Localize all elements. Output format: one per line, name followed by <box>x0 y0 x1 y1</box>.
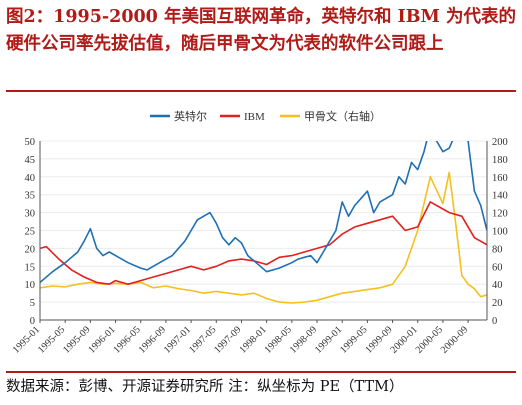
x-tick-label: 1997-09 <box>212 324 243 355</box>
y-tick-label-left: 10 <box>25 280 36 291</box>
y-tick-label-left: 40 <box>25 173 36 184</box>
legend-label: IBM <box>244 111 265 123</box>
y-tick-label-right: 160 <box>492 173 508 184</box>
x-tick-label: 1998-05 <box>263 324 294 355</box>
x-tick-label: 1997-01 <box>162 324 193 355</box>
series-line-1 <box>40 141 487 284</box>
x-tick-label: 1999-09 <box>363 324 394 355</box>
x-tick-label: 1996-09 <box>137 324 168 355</box>
footer-rule <box>6 371 516 373</box>
x-tick-label: 1997-05 <box>187 324 218 355</box>
y-tick-label-left: 45 <box>25 155 36 166</box>
y-tick-label-right: 100 <box>492 227 508 238</box>
x-tick-label: 1996-05 <box>111 324 142 355</box>
y-tick-label-left: 5 <box>30 298 35 309</box>
y-tick-label-right: 20 <box>492 298 503 309</box>
legend-label: 英特尔 <box>174 109 207 123</box>
x-tick-label: 2000-05 <box>414 324 445 355</box>
x-tick-label: 1999-05 <box>338 324 369 355</box>
y-tick-label-left: 20 <box>25 244 36 255</box>
y-tick-label-left: 35 <box>25 191 36 202</box>
y-tick-label-left: 50 <box>25 137 36 148</box>
gridlines <box>40 140 487 321</box>
y-tick-label-right: 180 <box>492 155 508 166</box>
x-tick-label: 1995-05 <box>36 324 67 355</box>
y-axis-left: 0 5 10 15 20 25 30 35 40 45 50 <box>25 137 36 327</box>
y-tick-label-left: 30 <box>25 209 36 220</box>
plot-area <box>39 141 488 321</box>
x-tick-label: 1999-01 <box>313 324 344 355</box>
y-tick-label-right: 120 <box>492 209 508 220</box>
x-tick-label: 2000-09 <box>439 324 470 355</box>
x-tick-label: 1998-01 <box>237 324 268 355</box>
x-tick-label: 1995-01 <box>11 324 42 355</box>
x-tick-label: 1998-09 <box>288 324 319 355</box>
title-rule <box>6 90 516 92</box>
series-line-2 <box>40 201 487 285</box>
source-note: 数据来源：彭博、开源证券研究所 注：纵坐标为 PE（TTM） <box>6 379 404 395</box>
y-tick-label-right: 60 <box>492 262 503 273</box>
y-tick-label-left: 25 <box>25 227 36 238</box>
y-tick-label-right: 0 <box>492 316 497 327</box>
figure-title: 图2：1995-2000 年美国互联网革命，英特尔和 IBM 为代表的硬件公司率… <box>6 7 516 54</box>
y-axis-right: 0 20 40 60 80 100 120 140 160 180 200 <box>492 137 508 327</box>
x-tick-label: 1995-09 <box>61 324 92 355</box>
y-tick-label-right: 80 <box>492 244 503 255</box>
y-tick-label-left: 15 <box>25 262 36 273</box>
x-axis: 1995-011995-051995-091996-011996-051996-… <box>11 320 470 356</box>
legend: 英特尔 IBM 甲骨文（右轴） <box>150 109 381 123</box>
x-tick-label: 2000-01 <box>389 324 420 355</box>
legend-label: 甲骨文（右轴） <box>304 109 381 123</box>
y-tick-label-right: 140 <box>492 191 508 202</box>
y-tick-label-right: 200 <box>492 137 508 148</box>
y-tick-label-right: 40 <box>492 280 503 291</box>
pe-line-chart: 0 5 10 15 20 25 30 35 40 45 50 0 20 40 60 80 100 120 140 1… <box>11 109 508 356</box>
x-tick-label: 1996-01 <box>86 324 117 355</box>
y-tick-label-left: 0 <box>30 316 35 327</box>
